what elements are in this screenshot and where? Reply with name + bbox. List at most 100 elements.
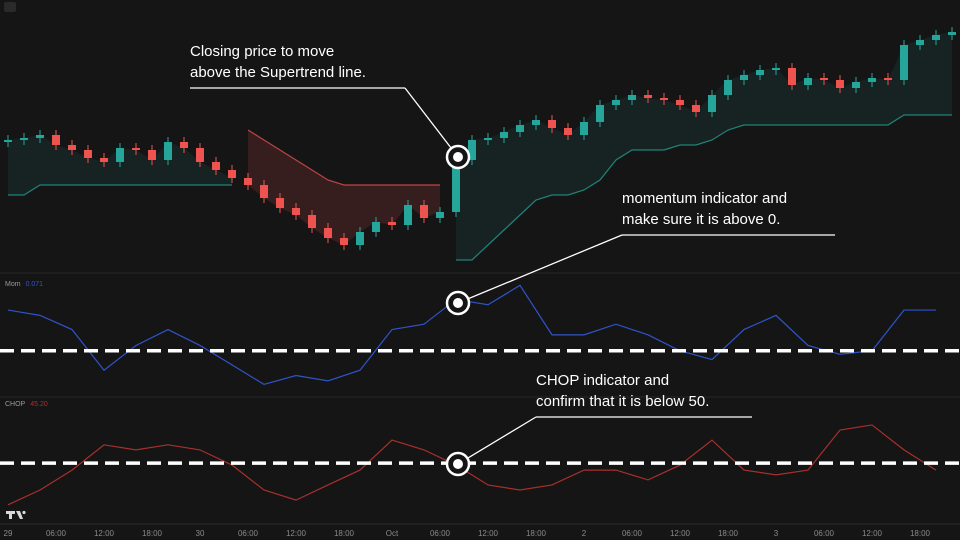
candle-body bbox=[68, 145, 76, 150]
tv-logo bbox=[6, 510, 26, 519]
candle-body bbox=[692, 105, 700, 112]
x-tick-label: 06:00 bbox=[238, 529, 259, 538]
candle-body bbox=[644, 95, 652, 98]
annotation-text: momentum indicator and bbox=[622, 190, 787, 207]
candle-body bbox=[356, 232, 364, 245]
candle-body bbox=[20, 138, 28, 140]
candle-body bbox=[100, 158, 108, 162]
candle-body bbox=[596, 105, 604, 122]
candle-body bbox=[132, 148, 140, 150]
x-tick-label: 12:00 bbox=[94, 529, 115, 538]
candle-body bbox=[148, 150, 156, 160]
candle-body bbox=[228, 170, 236, 178]
collapse-button[interactable] bbox=[4, 2, 16, 12]
candle-body bbox=[804, 78, 812, 85]
legend-value: 45.20 bbox=[30, 401, 48, 408]
candle-body bbox=[932, 35, 940, 40]
candle-body bbox=[372, 222, 380, 232]
supertrend-line bbox=[247, 129, 440, 186]
candle-body bbox=[900, 45, 908, 80]
annotation-marker-dot bbox=[453, 152, 463, 162]
candle-body bbox=[468, 140, 476, 160]
candle-body bbox=[404, 205, 412, 225]
candle-body bbox=[852, 82, 860, 88]
legend-value: 0.071 bbox=[26, 281, 44, 288]
candle-body bbox=[276, 198, 284, 208]
candle-body bbox=[4, 140, 12, 142]
indicator-line bbox=[7, 284, 936, 386]
x-tick-label: 06:00 bbox=[814, 529, 835, 538]
x-tick-label: 12:00 bbox=[862, 529, 883, 538]
candle-body bbox=[84, 150, 92, 158]
candle-body bbox=[244, 178, 252, 185]
x-tick-label: 18:00 bbox=[910, 529, 931, 538]
candle-body bbox=[548, 120, 556, 128]
candle-body bbox=[708, 95, 716, 112]
candle-body bbox=[484, 138, 492, 140]
candle-body bbox=[180, 142, 188, 148]
candle-body bbox=[740, 75, 748, 80]
annotation-marker-dot bbox=[453, 459, 463, 469]
candle-body bbox=[772, 68, 780, 70]
candle-body bbox=[436, 212, 444, 218]
legend-name: Mom bbox=[5, 281, 21, 288]
annotation-text: Closing price to move bbox=[190, 43, 334, 60]
x-tick-label: 18:00 bbox=[718, 529, 739, 538]
candle-body bbox=[724, 80, 732, 95]
candle-body bbox=[324, 228, 332, 238]
candle-body bbox=[660, 98, 668, 100]
supertrend-line bbox=[8, 184, 232, 196]
candle-body bbox=[212, 162, 220, 170]
x-tick-label: 06:00 bbox=[46, 529, 67, 538]
candle-body bbox=[788, 68, 796, 85]
x-tick-label: 18:00 bbox=[142, 529, 163, 538]
x-tick-label: 2 bbox=[582, 529, 587, 538]
candle-body bbox=[628, 95, 636, 100]
candle-body bbox=[116, 148, 124, 162]
candle-body bbox=[420, 205, 428, 218]
candle-body bbox=[916, 40, 924, 45]
candle-body bbox=[884, 78, 892, 80]
legend-name: CHOP bbox=[5, 401, 26, 408]
candle-body bbox=[292, 208, 300, 215]
candle-body bbox=[532, 120, 540, 125]
x-tick-label: 12:00 bbox=[670, 529, 691, 538]
candle-body bbox=[564, 128, 572, 135]
candle-body bbox=[388, 222, 396, 225]
annotation-leader bbox=[467, 416, 537, 459]
annotation-text: CHOP indicator and bbox=[536, 372, 669, 389]
legend-label: CHOP 45.20 bbox=[5, 401, 48, 408]
annotation-text: make sure it is above 0. bbox=[622, 211, 780, 228]
x-tick-label: 06:00 bbox=[430, 529, 451, 538]
candle-body bbox=[36, 135, 44, 138]
annotation-leader bbox=[404, 87, 452, 148]
supertrend-line bbox=[456, 114, 952, 261]
indicator-line bbox=[7, 424, 937, 506]
supertrend-cloud bbox=[456, 32, 952, 260]
candle-body bbox=[676, 100, 684, 105]
candle-body bbox=[164, 142, 172, 160]
candle-body bbox=[196, 148, 204, 162]
candle-body bbox=[500, 132, 508, 138]
candle-body bbox=[516, 125, 524, 132]
candle-body bbox=[52, 135, 60, 145]
annotation-leader bbox=[468, 234, 623, 300]
annotation-text: confirm that it is below 50. bbox=[536, 393, 709, 410]
annotation-text: above the Supertrend line. bbox=[190, 64, 366, 81]
x-tick-label: 18:00 bbox=[334, 529, 355, 538]
candle-body bbox=[948, 32, 956, 35]
candle-body bbox=[340, 238, 348, 245]
supertrend-cloud bbox=[248, 130, 440, 245]
annotation-marker-dot bbox=[453, 298, 463, 308]
x-tick-label: 18:00 bbox=[526, 529, 547, 538]
candle-body bbox=[580, 122, 588, 135]
x-tick-label: 29 bbox=[4, 529, 13, 538]
x-tick-label: Oct bbox=[386, 529, 399, 538]
candle-body bbox=[612, 100, 620, 105]
candle-body bbox=[452, 160, 460, 212]
candle-body bbox=[756, 70, 764, 75]
candle-body bbox=[836, 80, 844, 88]
candle-body bbox=[260, 185, 268, 198]
